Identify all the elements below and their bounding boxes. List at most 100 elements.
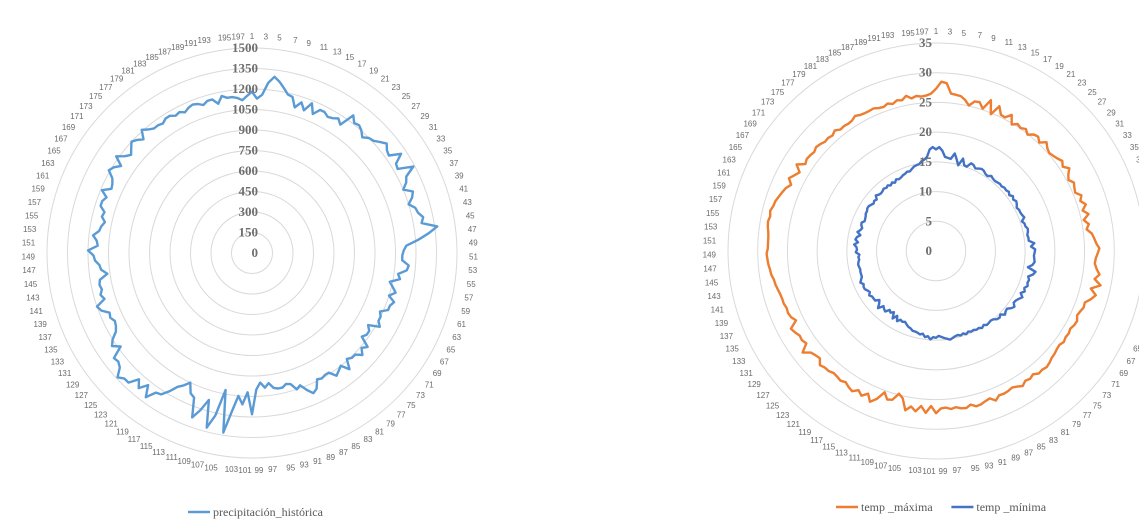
category-tick-label: 171 <box>752 108 766 117</box>
radial-tick-label: 600 <box>239 163 259 178</box>
category-tick-label: 33 <box>1123 131 1132 140</box>
category-tick-label: 147 <box>703 264 717 273</box>
category-tick-label: 3 <box>264 32 269 41</box>
category-tick-label: 189 <box>171 43 185 52</box>
category-tick-label: 101 <box>922 467 936 476</box>
category-tick-label: 71 <box>425 380 434 389</box>
category-tick-label: 65 <box>446 345 455 354</box>
series-line-0 <box>86 75 439 434</box>
category-tick-label: 71 <box>1111 380 1120 389</box>
category-tick-label: 87 <box>1024 449 1033 458</box>
legend: temp _máxima temp _mínima <box>836 500 1047 514</box>
radial-tick-label: 450 <box>239 184 259 199</box>
category-tick-label: 125 <box>766 401 780 410</box>
category-tick-label: 43 <box>463 198 472 207</box>
category-tick-label: 173 <box>761 98 775 107</box>
category-tick-label: 113 <box>835 449 848 458</box>
category-tick-label: 11 <box>1005 38 1014 47</box>
category-tick-label: 91 <box>998 458 1007 467</box>
category-tick-label: 197 <box>915 27 929 36</box>
legend-label: precipitación_histórica <box>213 505 324 519</box>
grid-ring <box>67 68 437 438</box>
category-tick-label: 137 <box>38 333 52 342</box>
category-tick-label: 75 <box>407 401 416 410</box>
legend-label: temp _mínima <box>976 500 1046 514</box>
category-tick-label: 129 <box>66 380 80 389</box>
category-tick-label: 169 <box>62 123 76 132</box>
category-tick-label: 97 <box>268 465 277 474</box>
category-tick-label: 85 <box>351 442 360 451</box>
category-tick-label: 151 <box>22 239 36 248</box>
category-tick-label: 13 <box>1018 43 1027 52</box>
category-tick-label: 75 <box>1093 401 1102 410</box>
category-tick-label: 65 <box>1133 345 1139 354</box>
category-tick-label: 121 <box>787 420 801 429</box>
radial-tick-label: 1350 <box>232 61 258 76</box>
grid-ring <box>169 170 335 336</box>
category-tick-label: 141 <box>711 306 725 315</box>
category-tick-label: 193 <box>198 36 212 45</box>
radial-tick-label: 5 <box>926 213 933 228</box>
radial-tick-label: 20 <box>919 124 932 139</box>
category-tick-label: 167 <box>54 135 68 144</box>
category-tick-label: 35 <box>1130 143 1139 152</box>
category-tick-label: 119 <box>116 428 129 437</box>
category-tick-label: 183 <box>816 55 830 64</box>
category-tick-label: 29 <box>1107 108 1116 117</box>
category-tick-label: 23 <box>392 83 401 92</box>
category-tick-label: 143 <box>707 292 721 301</box>
category-tick-label: 5 <box>962 29 967 38</box>
category-tick-label: 83 <box>364 435 373 444</box>
category-tick-label: 139 <box>34 320 48 329</box>
category-tick-label: 157 <box>709 195 723 204</box>
category-tick-label: 165 <box>47 147 61 156</box>
category-tick-label: 55 <box>467 280 476 289</box>
radial-tick-label: 150 <box>239 225 259 240</box>
category-tick-label: 1 <box>934 27 939 36</box>
category-tick-label: 127 <box>756 391 770 400</box>
category-tick-label: 169 <box>743 119 757 128</box>
category-tick-label: 7 <box>293 36 298 45</box>
grid-ring <box>727 42 1139 460</box>
category-tick-label: 133 <box>51 358 65 367</box>
radar-chart-temperature: 1357911131517192123252729313335373941434… <box>703 27 1139 514</box>
radial-tick-label: 1200 <box>232 81 258 96</box>
category-tick-label: 37 <box>1136 156 1139 165</box>
category-tick-label: 59 <box>461 307 470 316</box>
category-tick-label: 27 <box>411 102 420 111</box>
category-tick-label: 139 <box>715 319 729 328</box>
category-tick-label: 151 <box>703 237 717 246</box>
category-tick-label: 147 <box>22 266 36 275</box>
category-tick-label: 187 <box>841 43 855 52</box>
category-tick-label: 167 <box>736 131 750 140</box>
grid-ring <box>905 220 967 282</box>
category-tick-label: 31 <box>429 123 438 132</box>
category-tick-label: 15 <box>345 53 354 62</box>
grid-ring <box>190 191 314 315</box>
category-tick-label: 187 <box>158 48 172 57</box>
category-tick-label: 115 <box>140 442 153 451</box>
category-tick-label: 105 <box>888 464 902 473</box>
category-tick-label: 15 <box>1031 48 1040 57</box>
radial-tick-label: 10 <box>919 184 932 199</box>
category-tick-label: 163 <box>723 156 737 165</box>
category-tick-label: 33 <box>436 135 445 144</box>
category-tick-label: 177 <box>99 83 113 92</box>
category-tick-label: 21 <box>1066 70 1075 79</box>
category-tick-label: 119 <box>798 428 811 437</box>
radial-axis-labels: 0 150 300 450 600 750 900 1050 1200 1350 1500 <box>232 40 258 260</box>
category-tick-label: 7 <box>978 31 983 40</box>
grid-ring <box>757 72 1115 430</box>
grid-ring <box>231 232 273 274</box>
category-tick-label: 157 <box>28 198 42 207</box>
category-tick-label: 93 <box>985 462 994 471</box>
category-tick-label: 77 <box>397 411 406 420</box>
category-tick-label: 109 <box>861 458 875 467</box>
grid-ring <box>46 47 458 459</box>
radial-tick-label: 900 <box>239 122 259 137</box>
category-tick-label: 31 <box>1115 119 1124 128</box>
category-tick-label: 77 <box>1083 411 1092 420</box>
category-tick-label: 117 <box>810 436 823 445</box>
category-tick-label: 179 <box>110 74 124 83</box>
category-tick-label: 83 <box>1049 436 1058 445</box>
